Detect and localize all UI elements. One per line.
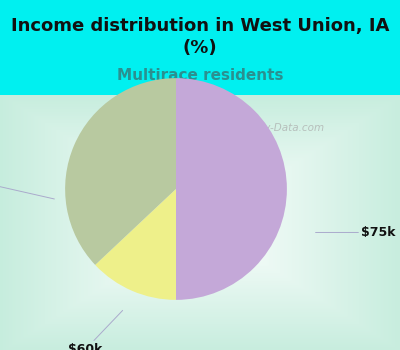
Text: $60k: $60k [68, 310, 123, 350]
Text: $10k: $10k [0, 173, 54, 199]
Wedge shape [176, 78, 287, 300]
Text: City-Data.com: City-Data.com [251, 123, 325, 133]
Wedge shape [65, 78, 176, 265]
Text: $75k: $75k [316, 226, 396, 239]
Wedge shape [95, 189, 176, 300]
Text: Multirace residents: Multirace residents [117, 68, 283, 83]
Text: Income distribution in West Union, IA
(%): Income distribution in West Union, IA (%… [11, 17, 389, 57]
